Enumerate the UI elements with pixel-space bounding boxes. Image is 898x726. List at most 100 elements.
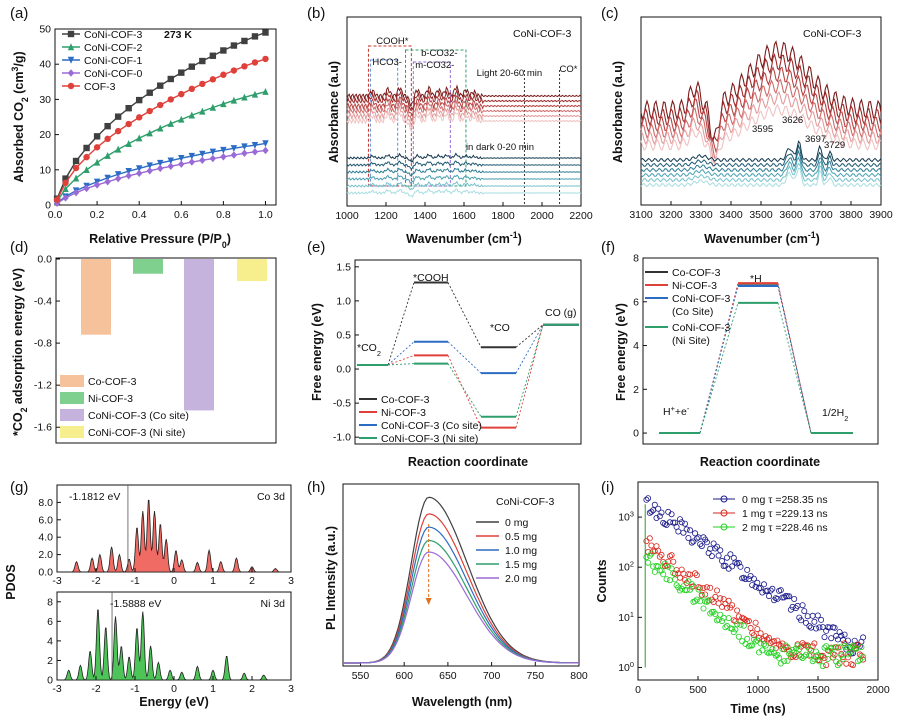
panel-i-data-point (818, 616, 825, 623)
panel-i-data-point (838, 652, 845, 659)
panel-h-x-tick-label: 750 (527, 670, 545, 682)
panel-a-data-point (146, 89, 153, 96)
panel-a-data-point (125, 172, 132, 180)
panel-a-data-point (135, 165, 143, 173)
panel-i-data-point (735, 559, 742, 566)
panel-d-y-tick-label: -1.6 (34, 422, 52, 434)
panel-h-legend-label: 0.5 mg (505, 531, 537, 543)
panel-i-data-point (774, 595, 781, 602)
panel-i-data-point (801, 653, 808, 660)
panel-a-data-point (135, 134, 143, 142)
panel-a-x-tick-label: 0.6 (174, 209, 189, 221)
panel-b-light-spectrum (346, 94, 582, 118)
panel-a-data-point (209, 154, 217, 163)
panel-i-data-point (729, 625, 736, 632)
panel-a-data-point (125, 105, 132, 112)
panel-a-data-point (72, 157, 80, 165)
panel-g-y-tick-label: 6 (47, 616, 53, 628)
panel-g-x-tick-label: -3 (52, 575, 61, 587)
panel-f-legend-label: Ni-COF-3 (672, 280, 717, 292)
panel-i-data-point (725, 597, 732, 604)
panel-a-x-tick-label: 0.8 (216, 209, 231, 221)
panel-i-data-point (766, 593, 773, 600)
panel-i-data-point (722, 600, 729, 607)
panel-i-data-point (806, 623, 813, 630)
panel-i-data-point (656, 553, 663, 560)
panel-i-x-tick-label: 1500 (806, 684, 830, 696)
panel-a-data-point (72, 188, 80, 197)
panel-i-data-point (811, 618, 818, 625)
panel-label: (f) (601, 239, 615, 256)
panel-b-x-axis-title-part: ) (518, 232, 522, 246)
panel-a-legend-label: CoNi-COF-1 (84, 55, 142, 67)
panel-i-data-point (821, 644, 828, 651)
panel-a-y-axis-title-part: (cm (12, 72, 26, 98)
panel-i-data-point (646, 509, 653, 516)
panel-a-data-point (146, 107, 153, 115)
panel-i-data-point (754, 579, 761, 586)
panel-a-data-point (199, 80, 206, 88)
panel-f-state-label-part: +e (675, 406, 687, 418)
panel-i-data-point (757, 640, 764, 647)
panel-h-legend-label: 0 mg (505, 517, 529, 529)
panel-g-x-tick-label: -2 (91, 575, 100, 587)
panel-a-data-point (114, 113, 122, 120)
panel-i-data-point (693, 572, 700, 579)
panel-d-y-tick-label: 0.0 (37, 254, 52, 266)
panel-e-connector (447, 341, 482, 374)
panel-a-data-point (93, 144, 101, 151)
panel-i-y-tick-label-part: 2 (630, 559, 634, 568)
panel-a-data-point (178, 90, 185, 98)
panel-i-data-point (799, 602, 806, 609)
panel-a-data-point (251, 59, 259, 66)
panel-a-data-point (209, 52, 217, 59)
panel-a-data-point (114, 145, 122, 153)
panel-i-data-point (740, 622, 747, 629)
panel-a-data-point (230, 96, 238, 104)
panel-i-data-point (658, 551, 665, 558)
panel-e-connector (447, 363, 482, 417)
panel-a-data-point (157, 124, 164, 132)
panel-a-data-point (146, 162, 153, 170)
panel-d-legend-swatch (60, 409, 84, 421)
panel-h-x-tick-label: 650 (439, 670, 457, 682)
panel-g-d-band-center-label: -1.5888 eV (110, 598, 161, 610)
panel-c-x-tick-label: 3300 (689, 209, 713, 221)
panel-i-data-point (660, 571, 667, 578)
panel-i-data-point (798, 653, 805, 660)
panel-i-data-point (682, 520, 689, 527)
panel-c-dark-spectrum (640, 149, 882, 173)
panel-i-data-point (811, 640, 818, 647)
panel-i-data-point (675, 528, 682, 535)
panel-i-data-point (745, 576, 752, 583)
panel-i-data-point (643, 496, 650, 503)
panel-f-state-label-part: 2 (844, 414, 848, 423)
panel-h-y-axis-title: PL Intensity (a.u.) (324, 526, 338, 630)
panel-c-peak-label: 3595 (752, 124, 773, 135)
panel-c-light-spectrum (640, 78, 882, 159)
panel-i-legend-marker (720, 495, 728, 503)
panel-i-data-point (717, 595, 724, 602)
panel-h-legend-label: 2.0 mg (505, 573, 537, 585)
panel-g-x-tick-label: 1 (210, 575, 216, 587)
panel-a-legend-label: CoNi-COF-3 (84, 29, 142, 41)
panel-i-data-point (742, 616, 749, 623)
panel-f-state-label-part: H (663, 406, 671, 418)
panel-b-annotation: Light 20-60 min (477, 68, 542, 79)
panel-i-data-point (737, 563, 744, 570)
panel-a-data-point (114, 174, 122, 183)
panel-a-data-point (178, 160, 185, 168)
panel-c-light-spectrum (640, 91, 882, 167)
panel-d-frame (55, 257, 277, 444)
panel-f-legend-label: (Ni Site) (672, 335, 710, 347)
panel-g-x-tick-label: 3 (288, 575, 294, 587)
panel-label: (a) (10, 5, 28, 22)
panel-c-x-axis-title-part: ) (816, 232, 820, 246)
panel-i-data-point (703, 584, 710, 591)
panel-i-data-point (658, 567, 665, 574)
panel-e-connector (387, 282, 415, 366)
panel-f: (f)02468H++e-*H1/2H2Co-COF-3Ni-COF-3CoNi… (601, 239, 879, 469)
panel-i-data-point (841, 631, 848, 638)
